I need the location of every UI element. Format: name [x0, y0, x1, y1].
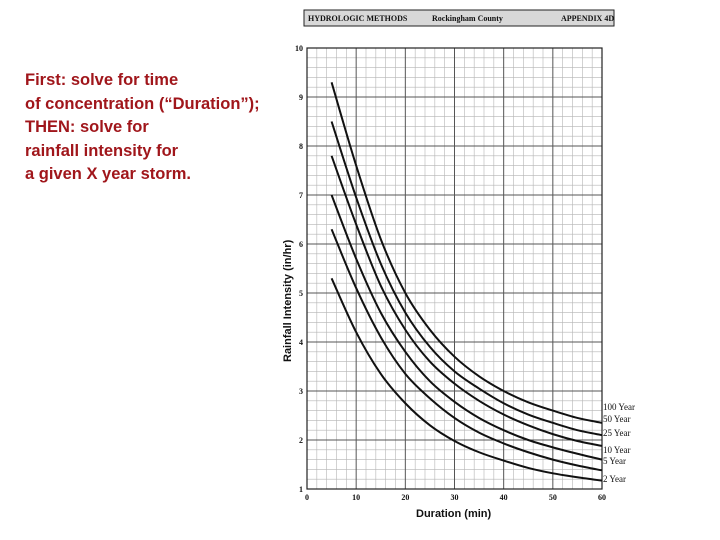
y-tick-label: 9: [299, 93, 303, 102]
plot-grid: [306, 47, 603, 490]
slide-note-line: First: solve for time: [25, 71, 179, 89]
y-tick-label: 8: [299, 142, 303, 151]
y-axis-title: Rainfall Intensity (in/hr): [282, 239, 294, 362]
x-tick-label: 60: [598, 493, 606, 502]
y-tick-label: 5: [299, 289, 303, 298]
y-tick-label: 1: [299, 485, 303, 494]
y-tick-label: 3: [299, 387, 303, 396]
slide-note-line: of concentration (“Duration”);: [25, 94, 260, 113]
figure-header-center: Rockingham County: [432, 14, 503, 23]
y-tick-label: 2: [299, 436, 303, 445]
series-line: [330, 82, 603, 424]
slide-note: First: solve for time of concentration (…: [25, 69, 295, 187]
x-tick-label: 40: [500, 493, 508, 502]
y-tick-label: 4: [299, 338, 303, 347]
series-line: [330, 155, 603, 447]
series-label: 25 Year: [603, 428, 631, 438]
series-line: [330, 228, 603, 472]
x-tick-label: 0: [305, 493, 309, 502]
plot-curves: [330, 82, 603, 482]
axis-ticks: 0 10 20 30 40 50 60 1 2 3 4 5 6 7 8 9 10: [295, 44, 606, 502]
y-tick-label: 7: [299, 191, 303, 200]
series-label: 5 Year: [603, 456, 626, 466]
plot-frame: [306, 47, 603, 490]
x-tick-label: 10: [352, 493, 360, 502]
series-line: [330, 277, 603, 482]
y-tick-label: 10: [295, 44, 303, 53]
slide-note-line: THEN: solve for: [25, 118, 149, 136]
figure-header-bar: [303, 9, 615, 27]
y-tick-label: 6: [299, 240, 303, 249]
series-line: [330, 194, 603, 461]
slide-note-line: a given X year storm.: [25, 165, 191, 183]
x-axis-title: Duration (min): [416, 508, 491, 520]
x-tick-label: 30: [451, 493, 459, 502]
x-tick-label: 50: [549, 493, 557, 502]
x-tick-label: 20: [401, 493, 409, 502]
figure-header-left: HYDROLOGIC METHODS: [308, 14, 408, 23]
series-label: 100 Year: [603, 402, 635, 412]
slide-note-line: rainfall intensity for: [25, 141, 179, 160]
series-label: 2 Year: [603, 474, 626, 484]
series-label: 10 Year: [603, 445, 631, 455]
series-line: [330, 121, 603, 437]
series-label: 50 Year: [603, 414, 631, 424]
figure-header-right: APPENDIX 4D: [561, 14, 614, 23]
